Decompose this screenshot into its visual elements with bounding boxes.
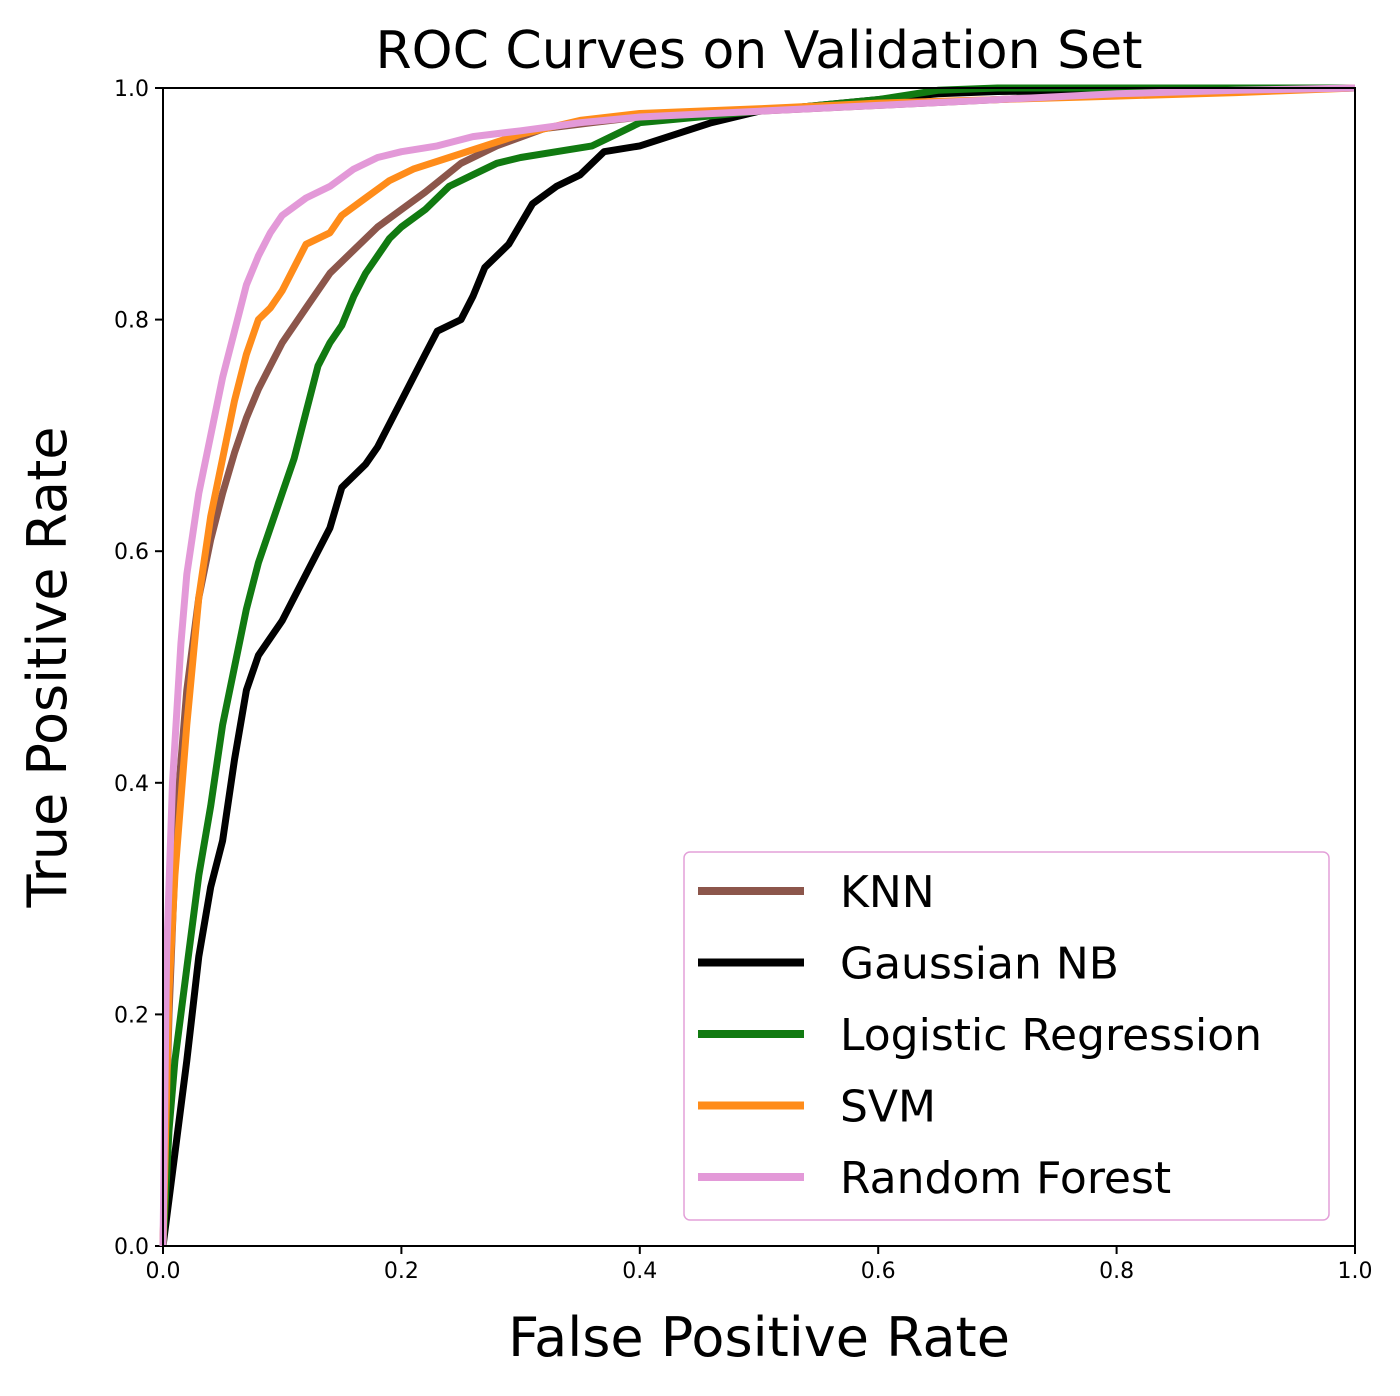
y-tick-label: 1.0: [114, 77, 149, 102]
ticks-layer: 0.0 0.2 0.4 0.6 0.8 1.0 0.0 0.2 0.4 0.6 0.8 1.0: [114, 77, 1373, 1284]
y-tick-label: 0.0: [114, 1235, 149, 1260]
x-axis-label: False Positive Rate: [508, 1306, 1010, 1369]
legend-label: Random Forest: [840, 1153, 1171, 1204]
legend-label: SVM: [840, 1082, 936, 1133]
y-tick-label: 0.4: [114, 772, 149, 797]
series-layer: [159, 84, 1356, 1247]
plot-frame: [162, 87, 1356, 1247]
y-tick-label: 0.8: [114, 309, 149, 334]
legend: KNN Gaussian NB Logistic Regression SVM Rand…: [683, 851, 1330, 1221]
y-axis-label: True Positive Rate: [16, 426, 79, 908]
series-line-random-forest: [159, 84, 1356, 1247]
x-tick-label: 1.0: [1338, 1259, 1373, 1284]
legend-box: [683, 851, 1330, 1221]
x-tick-label: 0.8: [1099, 1259, 1134, 1284]
x-tick-label: 0.6: [861, 1259, 896, 1284]
legend-label: KNN: [840, 867, 935, 918]
legend-label: Gaussian NB: [840, 939, 1119, 990]
x-tick-label: 0.0: [146, 1259, 181, 1284]
x-tick-label: 0.4: [622, 1259, 657, 1284]
chart-title: ROC Curves on Validation Set: [376, 21, 1143, 81]
x-tick-label: 0.2: [384, 1259, 419, 1284]
y-tick-label: 0.2: [114, 1003, 149, 1028]
y-tick-label: 0.6: [114, 540, 149, 565]
legend-label: Logistic Regression: [840, 1010, 1262, 1061]
